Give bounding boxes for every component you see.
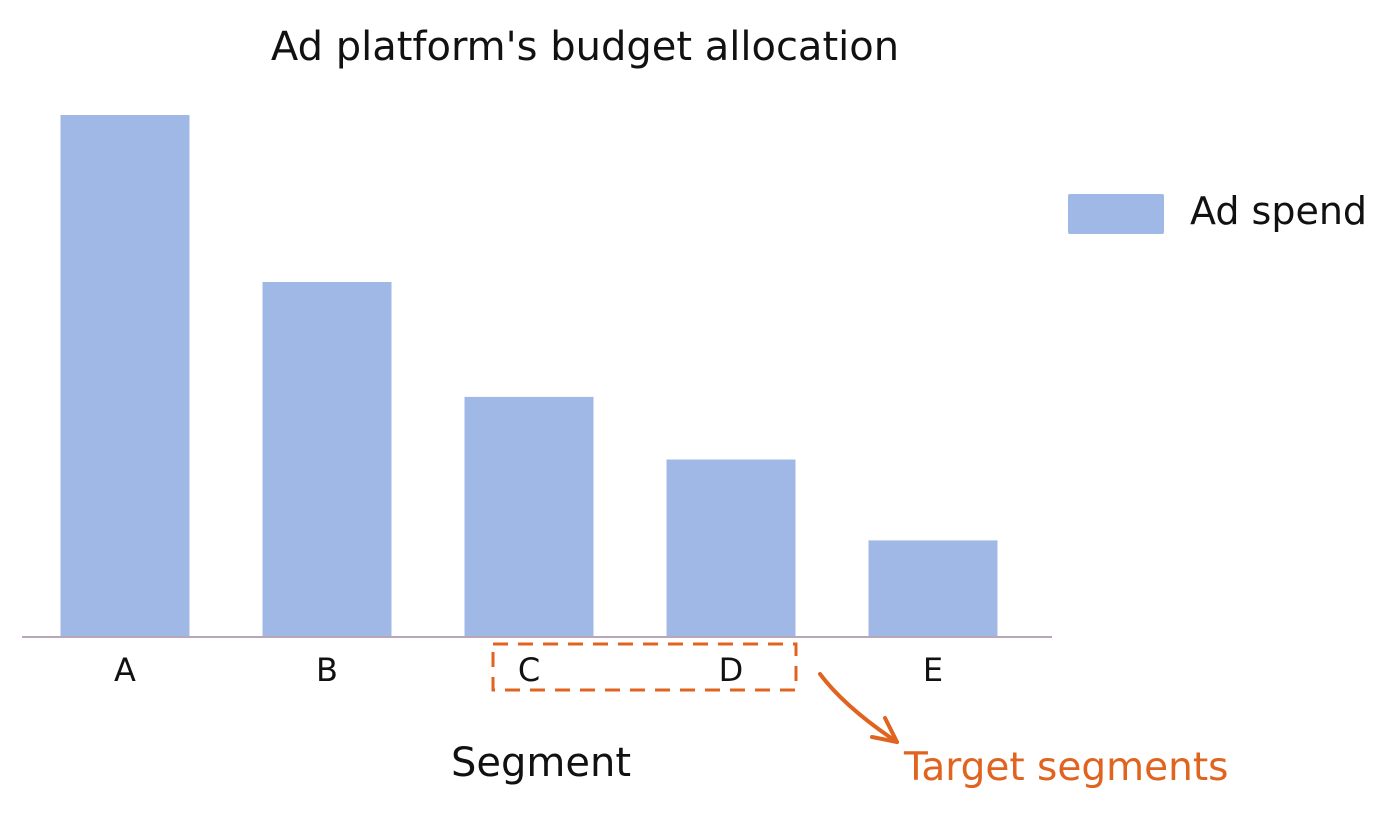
- x-tick-label-c: C: [518, 651, 540, 689]
- bar-e: [868, 540, 998, 637]
- legend-swatch-ad-spend: [1068, 194, 1164, 234]
- bars-layer: [60, 115, 998, 637]
- target-segments-arrow-head: [870, 716, 899, 744]
- bar-d: [666, 459, 796, 637]
- x-tick-label-e: E: [923, 651, 943, 689]
- target-segments-highlight-box: [491, 642, 798, 692]
- x-tick-label-b: B: [316, 651, 338, 689]
- bar-b: [262, 282, 392, 637]
- legend-label-ad-spend: Ad spend: [1190, 189, 1367, 233]
- x-axis-label: Segment: [451, 740, 631, 786]
- bar-c: [464, 396, 594, 637]
- x-tick-label-a: A: [114, 651, 136, 689]
- x-tick-label-d: D: [719, 651, 744, 689]
- chart-title: Ad platform's budget allocation: [271, 24, 899, 70]
- x-tick-labels: A B C D E: [114, 651, 943, 689]
- bar-a: [60, 115, 190, 637]
- target-segments-label: Target segments: [903, 745, 1228, 790]
- target-segments-arrow: [818, 672, 899, 744]
